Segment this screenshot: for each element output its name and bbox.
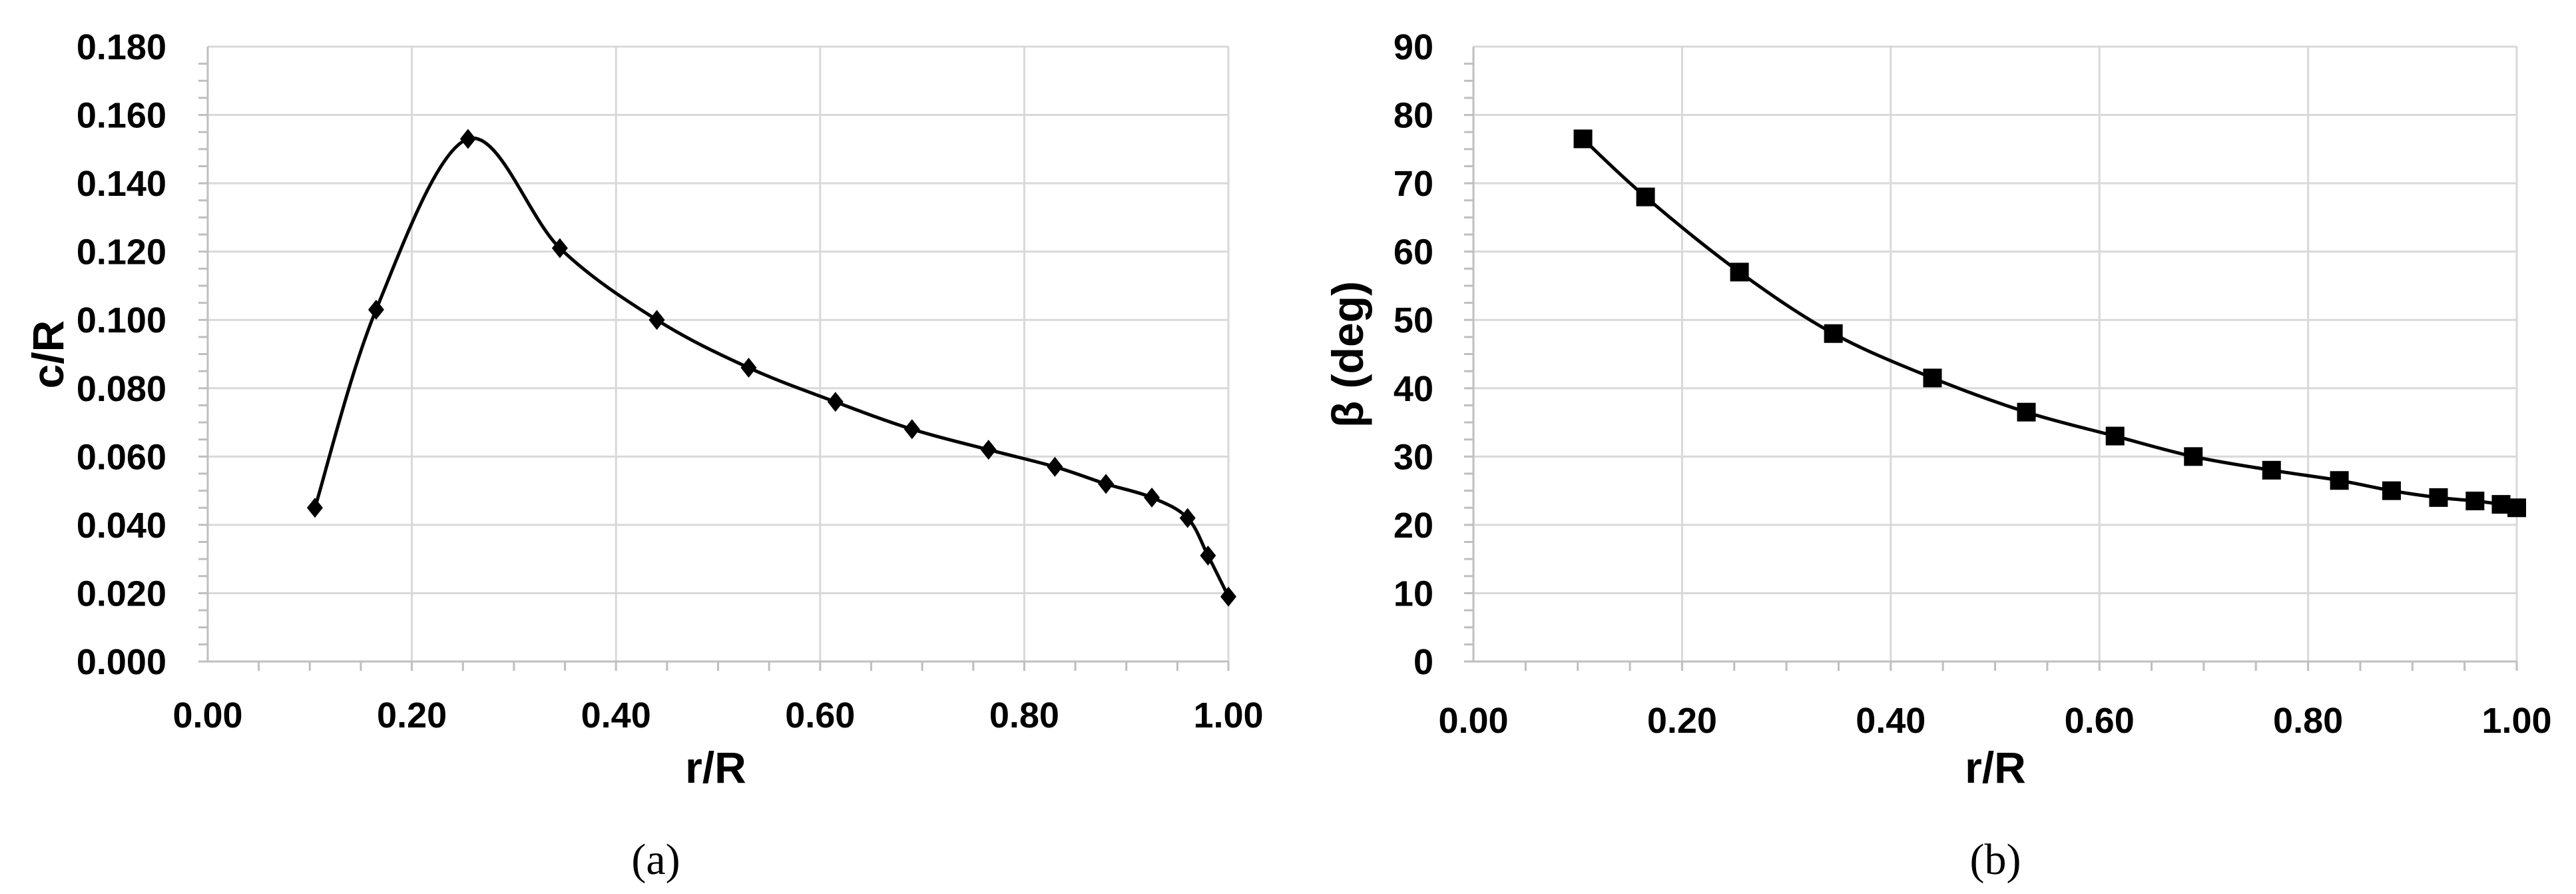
chart-a-data-point bbox=[740, 358, 757, 378]
chart-b-data-point bbox=[1730, 262, 1749, 282]
chart-b-x-tick-label: 0.80 bbox=[2273, 701, 2343, 741]
chart-b-x-axis-title: r/R bbox=[1965, 743, 2026, 792]
chart-a-data-point bbox=[903, 419, 920, 440]
chart-b-x-tick-label: 0.40 bbox=[1856, 701, 1926, 741]
chart-b-data-point bbox=[1824, 324, 1843, 343]
chart-b-y-tick-label: 0 bbox=[1414, 642, 1433, 682]
chart-a-data-point bbox=[551, 238, 568, 258]
chart-b-y-tick-label: 20 bbox=[1394, 506, 1433, 546]
chart-b-y-tick-label: 90 bbox=[1394, 27, 1433, 67]
chart-b-caption: (b) bbox=[1970, 835, 2021, 884]
chart-b-data-point bbox=[2491, 495, 2511, 514]
chart-a-data-point bbox=[306, 498, 323, 518]
chart-b-data-point bbox=[2105, 426, 2125, 446]
chart-a-data-point bbox=[459, 129, 476, 149]
chart-b-data-point bbox=[2507, 498, 2526, 518]
chart-a-x-tick-label: 0.60 bbox=[785, 695, 855, 735]
chart-a-caption: (a) bbox=[631, 835, 680, 884]
chart-b-y-tick-label: 60 bbox=[1394, 232, 1433, 272]
chart-b-data-point bbox=[1636, 187, 1655, 207]
chart-a-y-tick-label: 0.120 bbox=[77, 232, 166, 272]
chart-b-y-tick-label: 80 bbox=[1394, 96, 1433, 136]
chart-a-x-tick-label: 1.00 bbox=[1193, 695, 1263, 735]
chart-b-y-tick-label: 10 bbox=[1394, 574, 1433, 614]
chart-a-x-tick-label: 0.20 bbox=[377, 695, 447, 735]
chart-a-data-point bbox=[1144, 487, 1160, 508]
chart-a-y-tick-label: 0.040 bbox=[77, 506, 166, 546]
chart-b-y-tick-label: 70 bbox=[1394, 164, 1433, 204]
chart-b-series-line bbox=[1581, 137, 2517, 510]
chart-b-data-point bbox=[2017, 402, 2036, 422]
chart-a-y-tick-label: 0.180 bbox=[77, 27, 166, 67]
chart-a-y-tick-label: 0.100 bbox=[77, 300, 166, 340]
chart-a-data-point bbox=[1179, 508, 1196, 528]
chart-b-twist-distribution: 0 10 20 30 40 50 60 70 80 90 0.00 0.20 0.40 0.60 0.80 1… bbox=[1323, 27, 2552, 884]
chart-a-data-point bbox=[827, 392, 844, 412]
chart-a-chord-distribution: 0.000 0.020 0.040 0.060 0.080 0.100 0.120 0.140… bbox=[23, 27, 1264, 884]
chart-b-y-axis-title: β (deg) bbox=[1323, 281, 1372, 428]
chart-a-data-point bbox=[980, 440, 997, 460]
chart-a-y-axis-title: c/R bbox=[23, 320, 73, 389]
chart-b-x-tick-label: 0.20 bbox=[1647, 701, 1717, 741]
chart-b-data-point bbox=[2184, 447, 2203, 466]
chart-a-data-point bbox=[368, 299, 384, 320]
chart-b-data-point bbox=[2465, 491, 2485, 510]
chart-b-y-tick-label: 50 bbox=[1394, 300, 1433, 340]
chart-a-data-point bbox=[1200, 546, 1216, 566]
chart-a-x-tick-label: 0.00 bbox=[172, 695, 242, 735]
chart-b-data-point bbox=[1923, 368, 1942, 388]
chart-a-y-tick-label: 0.000 bbox=[77, 642, 166, 682]
chart-b-data-point bbox=[2382, 481, 2401, 500]
chart-b-y-tick-label: 30 bbox=[1394, 437, 1433, 477]
chart-b-data-point bbox=[2330, 471, 2349, 490]
chart-a-data-point bbox=[1220, 586, 1236, 607]
chart-a-data-point bbox=[1098, 474, 1115, 494]
chart-a-y-tick-label: 0.160 bbox=[77, 96, 166, 136]
chart-a-y-tick-label: 0.020 bbox=[77, 574, 166, 614]
chart-a-data-point bbox=[648, 310, 665, 330]
chart-a-y-tick-label: 0.080 bbox=[77, 369, 166, 409]
chart-b-data-point bbox=[2262, 460, 2281, 480]
chart-a-y-tick-label: 0.060 bbox=[77, 437, 166, 477]
chart-a-y-tick-label: 0.140 bbox=[77, 164, 166, 204]
chart-a-x-axis-title: r/R bbox=[685, 743, 746, 792]
chart-a-x-tick-label: 0.80 bbox=[989, 695, 1059, 735]
chart-b-x-tick-label: 0.60 bbox=[2065, 701, 2135, 741]
chart-b-data-point bbox=[2429, 488, 2448, 507]
chart-b-y-tick-label: 40 bbox=[1394, 369, 1433, 409]
chart-b-x-tick-label: 1.00 bbox=[2481, 701, 2551, 741]
chart-a-data-point bbox=[1047, 456, 1063, 477]
chart-b-data-point bbox=[1573, 129, 1593, 149]
chart-a-x-tick-label: 0.40 bbox=[581, 695, 651, 735]
chart-b-x-tick-label: 0.00 bbox=[1438, 701, 1508, 741]
chart-a-series-line bbox=[313, 136, 1230, 598]
